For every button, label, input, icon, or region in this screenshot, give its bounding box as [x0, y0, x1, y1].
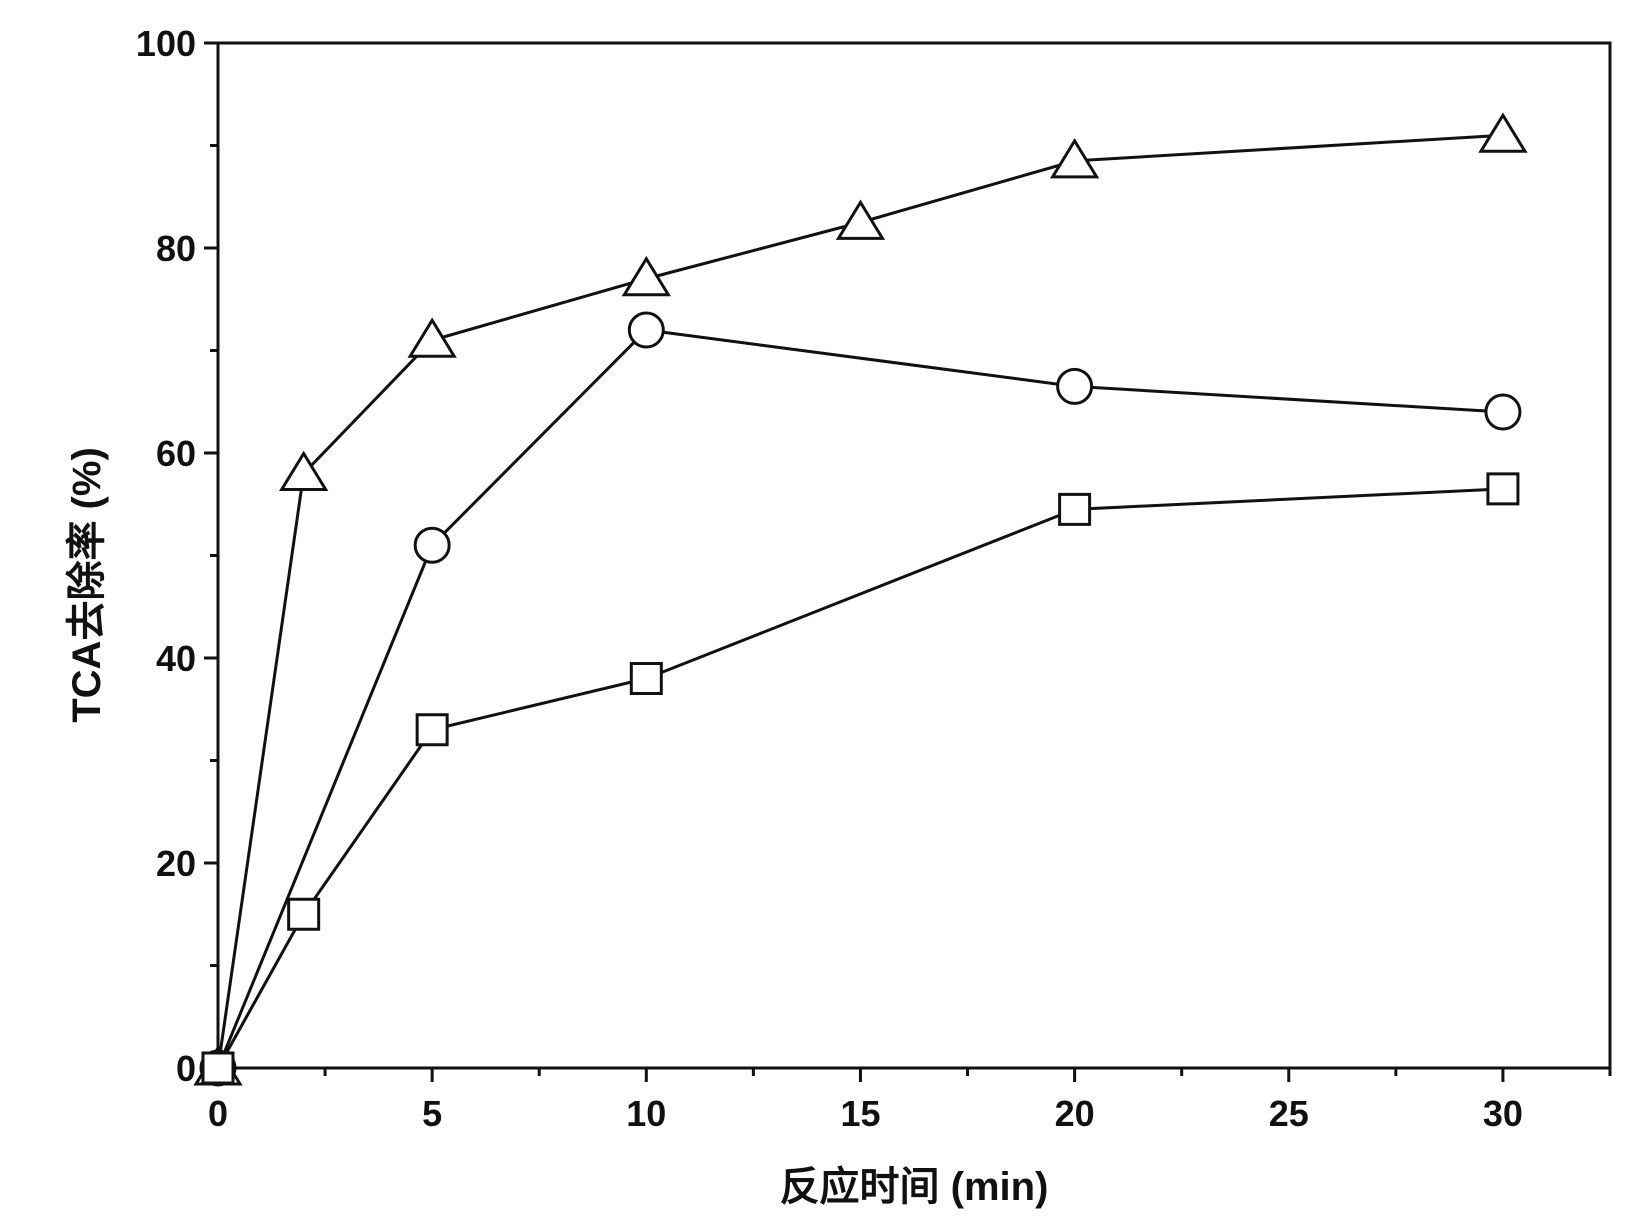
y-tick-label: 0 [176, 1048, 196, 1089]
circle-marker [627, 311, 665, 349]
y-tick-label: 80 [156, 228, 196, 269]
y-tick-label: 100 [136, 23, 196, 64]
y-axis-label: TCA去除率 (%) [65, 447, 109, 723]
square-marker [629, 662, 663, 695]
triangle-marker [621, 255, 671, 297]
circle-marker [1484, 393, 1522, 431]
triangle-marker [278, 450, 329, 491]
series-line-square [216, 487, 1503, 1069]
triangle-marker [407, 317, 457, 358]
circle-marker [1056, 367, 1094, 405]
series-line-triangle [216, 133, 1504, 1069]
square-marker [1486, 472, 1520, 506]
x-tick-label: 30 [1483, 1093, 1523, 1134]
x-axis-label: 反应时间 (min) [780, 1165, 1049, 1209]
series-layer [193, 112, 1528, 1087]
y-axis-ticks: 0 20 40 60 80 100 [136, 23, 218, 1089]
x-tick-label: 20 [1055, 1093, 1095, 1134]
x-tick-label: 25 [1269, 1093, 1309, 1134]
circle-marker [413, 526, 451, 564]
square-marker [1058, 492, 1092, 526]
square-marker [415, 713, 449, 747]
triangle-marker [1049, 137, 1100, 179]
x-tick-label: 5 [422, 1093, 442, 1134]
triangle-marker [1478, 112, 1528, 153]
series-line-circle [216, 328, 1504, 1069]
x-tick-label: 0 [208, 1093, 228, 1134]
x-tick-label: 15 [840, 1093, 880, 1134]
y-tick-label: 20 [156, 843, 196, 884]
square-marker [201, 1051, 235, 1085]
x-tick-label: 10 [626, 1093, 666, 1134]
y-tick-label: 60 [156, 433, 196, 474]
x-axis-ticks: 0 5 10 15 20 25 30 [208, 1068, 1612, 1134]
triangle-marker [835, 199, 886, 240]
y-tick-label: 40 [156, 638, 196, 679]
square-marker [287, 897, 321, 931]
